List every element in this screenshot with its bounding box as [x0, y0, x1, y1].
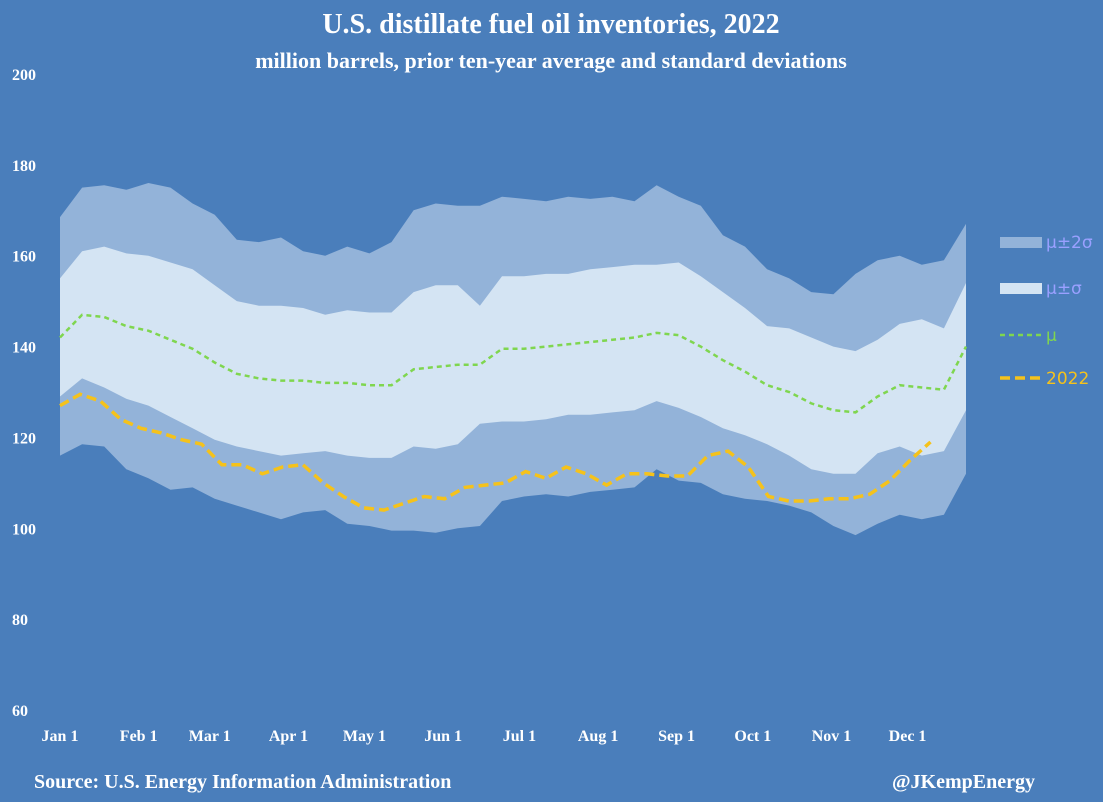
x-tick-label: Feb 1 [120, 728, 158, 745]
author-credit: @JKempEnergy [892, 771, 1035, 793]
x-tick-label: Aug 1 [578, 728, 618, 745]
y-tick-label: 140 [12, 340, 36, 357]
series-2022-line [59, 392, 932, 512]
plot-area [59, 183, 968, 536]
legend: μ±2σ μ±σ μ 2022 [1000, 233, 1093, 389]
y-tick-label: 100 [12, 521, 36, 538]
x-axis: Jan 1 Feb 1 Mar 1 Apr 1 May 1 Jun 1 Jul 1 Aug 1… [42, 728, 927, 745]
x-tick-label: Apr 1 [269, 728, 308, 745]
x-tick-label: Nov 1 [812, 728, 852, 745]
y-tick-label: 60 [12, 703, 28, 720]
legend-label-2sigma: μ±2σ [1046, 233, 1093, 253]
y-tick-label: 80 [12, 612, 28, 629]
legend-label-mean: μ [1046, 326, 1057, 346]
legend-swatch-2sigma [1000, 237, 1042, 248]
legend-item-2sigma: μ±2σ [1000, 233, 1093, 253]
y-tick-label: 120 [12, 430, 36, 447]
band-1sigma [60, 246, 966, 474]
legend-label-2022: 2022 [1046, 369, 1089, 389]
series-mean-line [59, 313, 968, 414]
source-note: Source: U.S. Energy Information Administ… [34, 771, 451, 793]
x-tick-label: Jul 1 [503, 728, 536, 745]
x-tick-label: Dec 1 [889, 728, 927, 745]
chart-subtitle: million barrels, prior ten-year average … [255, 48, 847, 73]
legend-item-1sigma: μ±σ [1000, 279, 1082, 299]
x-tick-label: Sep 1 [658, 728, 695, 745]
x-tick-label: Jan 1 [42, 728, 79, 745]
x-tick-label: Mar 1 [189, 728, 231, 745]
x-tick-label: Oct 1 [734, 728, 771, 745]
x-tick-label: May 1 [343, 728, 386, 745]
chart-title: U.S. distillate fuel oil inventories, 20… [322, 9, 779, 40]
y-tick-label: 160 [12, 249, 36, 266]
legend-item-2022: 2022 [1000, 369, 1089, 389]
y-axis: 200 180 160 140 120 100 80 60 [12, 67, 36, 720]
legend-label-1sigma: μ±σ [1046, 279, 1082, 299]
legend-swatch-1sigma [1000, 283, 1042, 294]
x-tick-label: Jun 1 [424, 728, 462, 745]
y-tick-label: 180 [12, 158, 36, 175]
y-tick-label: 200 [12, 67, 36, 84]
legend-item-mean: μ [1000, 326, 1057, 346]
